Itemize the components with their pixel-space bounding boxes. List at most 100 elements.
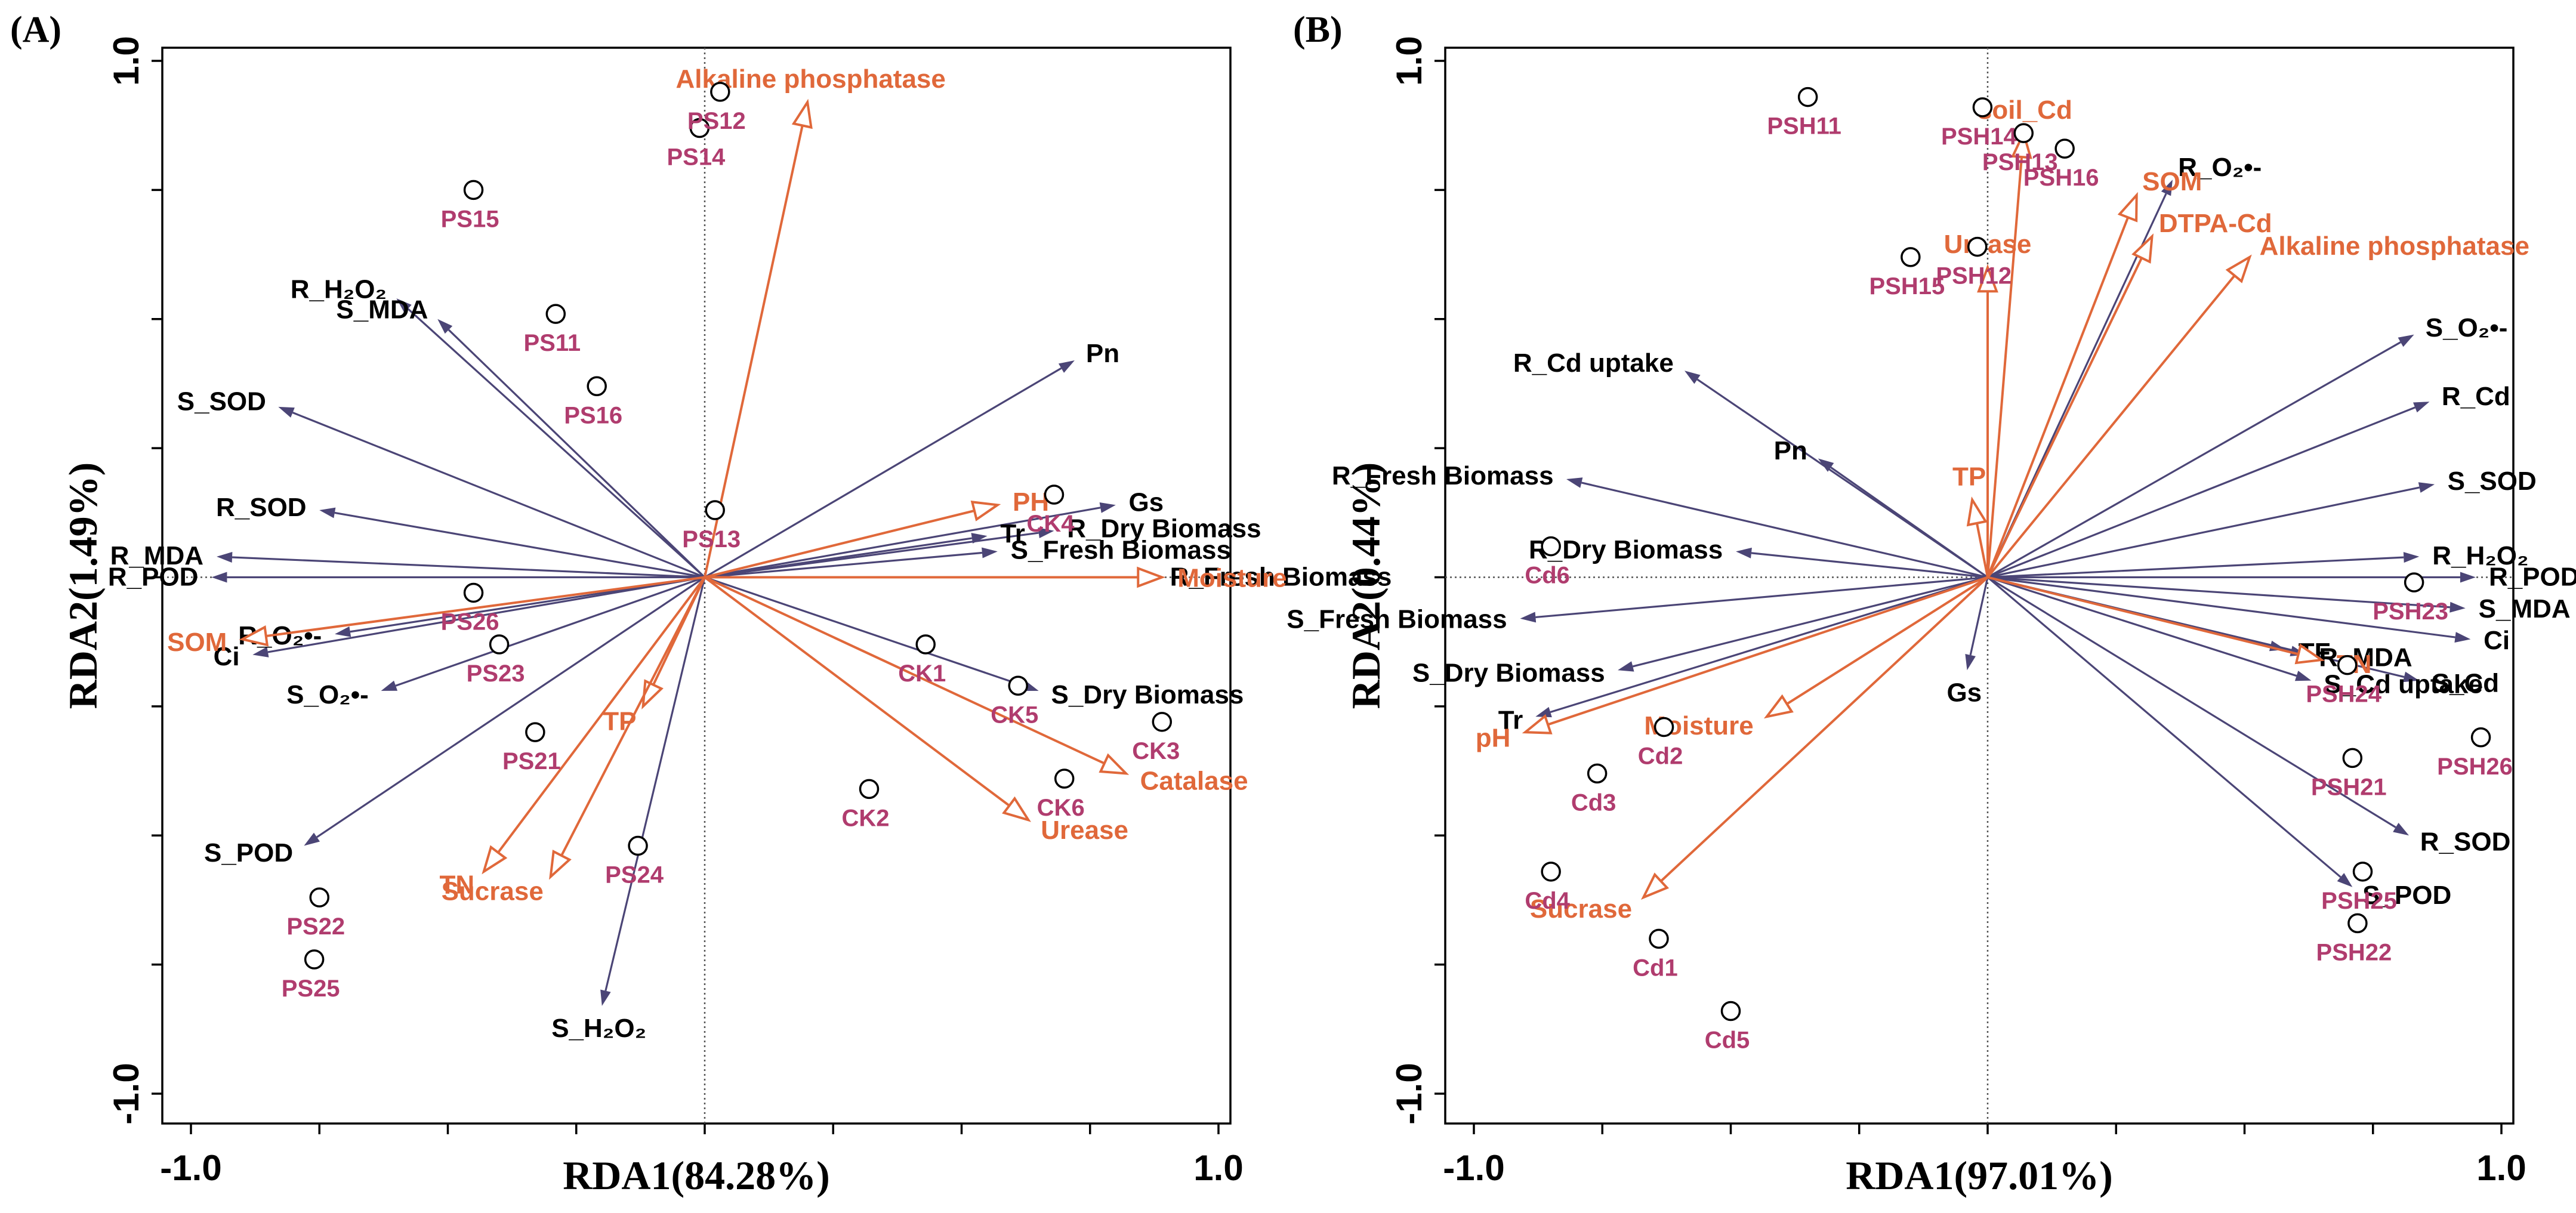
site-label: PSH22 — [2316, 939, 2392, 965]
site-point-ck2 — [859, 779, 880, 800]
plant-vector-label: Pn — [1086, 339, 1119, 368]
soil-vector-label: Urease — [1944, 230, 2032, 259]
plant-vector-gs — [1969, 577, 1989, 656]
plant-vector-arrowhead — [381, 680, 398, 691]
site-label: PS14 — [667, 144, 726, 171]
site-point-ck5 — [1008, 675, 1028, 696]
plant-vector-label: R_Fresh Biomass — [1170, 563, 1392, 592]
soil-vector-label: soil_Cd — [1977, 95, 2072, 125]
plant-vector-label: R_POD — [2489, 563, 2576, 592]
plant-vector-label: R_Dry Biomass — [1529, 535, 1723, 564]
plant-vector-arrowhead — [2161, 180, 2173, 196]
site-point-ps24 — [628, 835, 648, 856]
soil-vector-dtpa-cd — [1986, 257, 2143, 578]
site-label: PS15 — [441, 206, 499, 232]
plant-vector-label: R_Fresh Biomass — [1332, 461, 1554, 490]
plant-vector-label: Tr — [1498, 706, 1523, 735]
site-label: PSH16 — [2023, 165, 2099, 191]
site-label: PSH24 — [2306, 681, 2381, 708]
soil-vector-label: Moisture — [1177, 564, 1287, 593]
plant-vector-label: S_O₂•- — [286, 680, 369, 709]
plant-vector-gs — [704, 507, 1101, 579]
plant-vector-arrowhead — [319, 507, 336, 518]
soil-vector-arrowhead — [1966, 496, 1988, 527]
plant-vector-label: S_Fresh Biomass — [1011, 535, 1231, 564]
soil-vector-urease — [704, 576, 1010, 807]
plant-vector-s-o — [395, 576, 705, 687]
soil-vector-label: PH — [1013, 487, 1049, 517]
soil-vector-arrowhead — [1763, 694, 1794, 719]
plant-vector-label: S_Fresh Biomass — [1287, 605, 1507, 634]
plant-vector-s-o — [1987, 341, 2401, 578]
plant-vector-arrowhead — [1965, 653, 1976, 671]
plant-vector-arrowhead — [1099, 502, 1116, 513]
plant-vector-arrowhead — [217, 551, 233, 563]
site-point-ps11 — [545, 304, 566, 324]
plant-vector-label: S_Dry Biomass — [1051, 680, 1244, 709]
soil-vector-arrowhead — [2294, 643, 2325, 665]
soil-vector-arrowhead — [239, 625, 269, 647]
plant-vector-arrowhead — [2337, 873, 2353, 887]
soil-vector-moisture — [1786, 576, 1989, 705]
site-point-cd6 — [1541, 536, 1561, 557]
site-label: PS11 — [523, 330, 581, 356]
soil-vector-arrowhead — [2011, 129, 2032, 159]
plant-vector-s-mda — [1987, 576, 2450, 609]
plant-vector-r-h-o — [1987, 556, 2404, 579]
x-tick-label: 1.0 — [2476, 1148, 2526, 1188]
site-point-ck4 — [1044, 484, 1065, 505]
x-axis-title: RDA1(97.01%) — [1846, 1153, 2113, 1198]
plant-vector-arrowhead — [2294, 671, 2312, 681]
soil-vector-label: pH — [1476, 723, 1511, 752]
plant-vector-label: Pn — [1774, 436, 1807, 465]
site-label: PSH21 — [2311, 774, 2387, 800]
site-point-cd1 — [1649, 928, 1669, 949]
site-point-psh13 — [2013, 123, 2034, 143]
plant-vector-arrowhead — [1818, 458, 1834, 472]
plant-vector-arrowhead — [1736, 547, 1752, 558]
soil-vector-tp — [1976, 523, 1989, 578]
site-point-psh12 — [1967, 236, 1988, 257]
site-label: PS26 — [441, 609, 499, 635]
soil-vector-label: Sucrase — [442, 877, 544, 906]
plant-vector-arrowhead — [2402, 671, 2420, 683]
plot-frame — [1444, 47, 2515, 1125]
plant-vector-ci — [267, 576, 705, 653]
plant-vector-label: R_MDA — [2319, 643, 2412, 672]
plant-vector-s-pod — [1986, 576, 2341, 878]
site-point-ps12 — [710, 82, 730, 102]
site-label: Cd4 — [1525, 888, 1570, 914]
site-point-ps16 — [587, 376, 607, 397]
site-label: Cd1 — [1633, 955, 1678, 981]
soil-vector-label: Urease — [1041, 816, 1128, 845]
soil-vector-arrowhead — [2225, 254, 2252, 283]
plant-vector-arrowhead — [335, 626, 351, 637]
plant-vector-r-h-o — [407, 308, 706, 578]
x-tick-label: -1.0 — [160, 1148, 221, 1188]
plant-vector-r-fresh-biomass — [1581, 482, 1988, 579]
plant-vector-r-mda — [232, 556, 705, 579]
plant-vector-label: R_H₂O₂ — [2432, 541, 2528, 570]
soil-vector-sucrase — [560, 576, 706, 856]
plant-vector-label: S_SOD — [177, 387, 266, 416]
plant-vector-arrowhead — [1520, 612, 1537, 623]
site-point-cd5 — [1720, 1001, 1741, 1021]
panel-label: (A) — [10, 10, 61, 50]
plant-vector-arrowhead — [437, 319, 453, 334]
plant-vector-arrowhead — [211, 572, 227, 583]
site-label: CK3 — [1132, 738, 1180, 764]
site-point-ck6 — [1054, 768, 1075, 789]
soil-vector-sucrase — [1660, 576, 1989, 882]
soil-vector-arrowhead — [1099, 753, 1130, 775]
plant-vector-arrowhead — [2454, 632, 2471, 643]
soil-vector-arrowhead — [2117, 192, 2138, 223]
site-point-ck3 — [1152, 712, 1173, 732]
plant-vector-label: R_Cd — [2442, 382, 2510, 411]
plant-vector-label: S_Dry Biomass — [1412, 659, 1605, 688]
plot-frame — [161, 47, 1232, 1125]
site-label: CK5 — [991, 702, 1038, 728]
site-label: PS24 — [605, 862, 664, 888]
plant-vector-pn — [704, 367, 1062, 578]
plant-vector-s-fresh-biomass — [704, 551, 983, 579]
soil-vector-arrowhead — [1137, 566, 1165, 588]
